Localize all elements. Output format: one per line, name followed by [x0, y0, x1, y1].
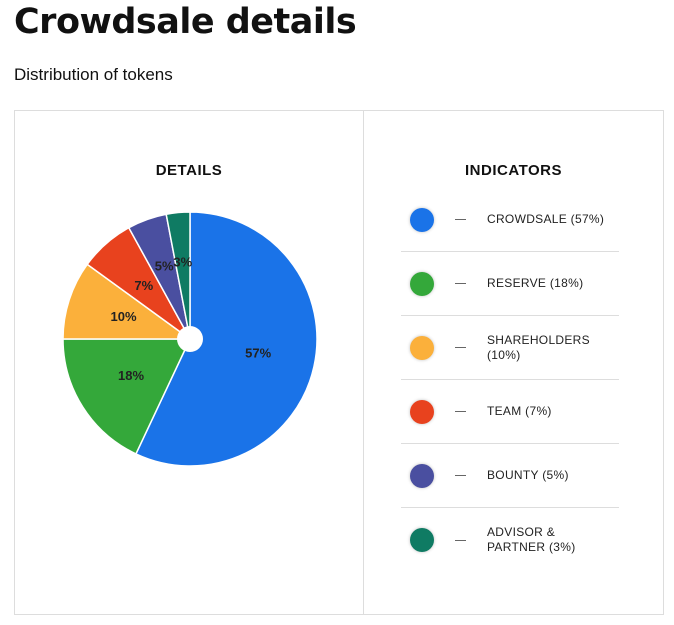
slice-label: 7%	[134, 278, 153, 293]
slice-label: 10%	[111, 309, 137, 324]
legend-item: ADVISOR & PARTNER (3%)	[401, 508, 619, 572]
legend-label: BOUNTY (5%)	[487, 468, 569, 482]
legend-label: SHAREHOLDERS (10%)	[487, 332, 590, 362]
legend-dash	[455, 475, 466, 476]
pie-hole	[177, 326, 203, 352]
divider	[363, 111, 364, 614]
legend-label: RESERVE (18%)	[487, 276, 584, 290]
legend-item: SHAREHOLDERS (10%)	[401, 316, 619, 380]
slice-label: 3%	[173, 255, 192, 270]
legend-swatch	[410, 207, 434, 232]
legend-swatch	[410, 271, 434, 296]
pie-chart: DETAILS 57% 18% 10% 7%5% 3%	[62, 162, 318, 467]
legend-item: CROWDSALE (57%)	[401, 188, 619, 252]
legend-dash	[455, 539, 466, 541]
legend-item: RESERVE (18%)	[401, 252, 619, 316]
legend-dash	[455, 219, 466, 220]
legend-swatch	[410, 463, 434, 488]
legend-label: CROWDSALE (57%)	[487, 212, 605, 226]
pie-slice	[134, 211, 318, 467]
pie-slice	[62, 338, 192, 455]
chart-title: DETAILS	[156, 162, 223, 179]
slice-label: 18%	[118, 368, 144, 383]
slice-label: 5%	[155, 259, 174, 274]
legend-label: TEAM (7%)	[487, 404, 552, 418]
slice-label: 57%	[245, 346, 271, 361]
subtitle: Distribution of tokens	[14, 65, 173, 84]
legend-dash	[455, 347, 466, 348]
chart-card: DETAILS 57% 18% 10% 7% 5% 3% INDICATORS CROWD…	[14, 110, 664, 615]
legend: CROWDSALE (57%) RESERVE (18%) SHAREHOLDERS…	[401, 188, 619, 572]
pie-slice	[165, 211, 191, 340]
legend-swatch	[410, 528, 434, 552]
legend-dash	[455, 411, 466, 412]
legend-label: ADVISOR & PARTNER (3%)	[487, 525, 576, 554]
legend-item: BOUNTY (5%)	[401, 444, 619, 508]
page-title: Crowdsale details	[14, 2, 357, 42]
legend-swatch	[410, 399, 434, 424]
pie-slice	[62, 263, 193, 340]
legend-item: TEAM (7%)	[401, 380, 619, 444]
legend-swatch	[410, 335, 434, 360]
legend-dash	[455, 283, 466, 284]
legend-title: INDICATORS	[465, 162, 562, 179]
